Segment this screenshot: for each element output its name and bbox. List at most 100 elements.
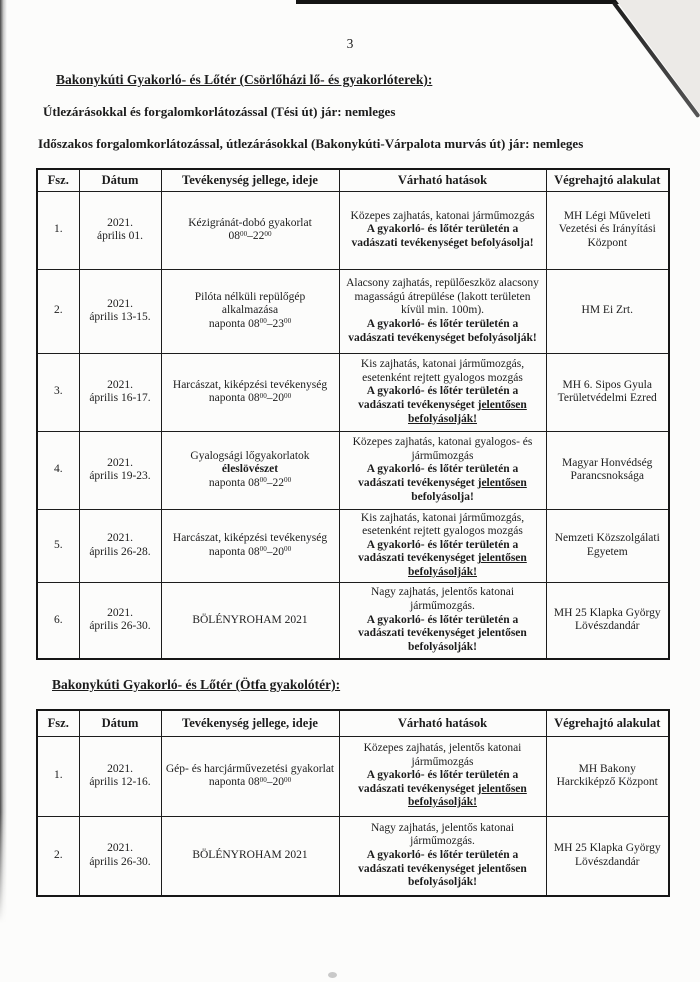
impact-warning: A gyakorló- és lőtér területén a vadásza… — [344, 223, 542, 250]
table-row: 6. 2021. április 26-30. BÖLÉNYROHAM 2021… — [36, 581, 670, 660]
activity-cell: Pilóta nélküli repülőgép alkalmazása nap… — [160, 268, 340, 354]
row-number-cell: 2. — [36, 815, 80, 897]
row-number: 1. — [53, 223, 63, 236]
schedule-table-otfa: Fsz. Dátum Tevékenység jellege, ideje Vá… — [36, 709, 670, 898]
unit-cell: MH 6. Sipos Gyula Területvédelmi Ezred — [545, 352, 670, 432]
header-datum: Dátum — [78, 709, 162, 737]
activity-time: naponta 0800–2300 — [166, 318, 335, 332]
impact-warning-text: A gyakorló- és lőtér területén a vadásza… — [348, 318, 537, 344]
row-number: 5. — [53, 538, 63, 551]
row-number: 2. — [53, 304, 63, 317]
time-text: naponta 08 — [208, 318, 260, 331]
unit-cell: MH 25 Klapka György Lövészdandár — [545, 581, 670, 660]
impact-warning: A gyakorló- és lőtér területén a vadásza… — [344, 318, 542, 345]
header-varhato-hatasok: Várható hatások — [338, 709, 547, 737]
time-text: –23 — [266, 318, 285, 331]
date-days: április 26-28. — [89, 545, 151, 558]
time-text: –22 — [247, 230, 265, 243]
time-superscript: 00 — [264, 229, 272, 238]
date-cell: 2021. április 19-23. — [78, 430, 162, 510]
impact-cell: Közepes zajhatás, katonai gyalogos- és j… — [338, 430, 547, 510]
impact-cell: Nagy zajhatás, jelentős katonai járműmoz… — [338, 581, 547, 660]
time-text: naponta 08 — [208, 477, 260, 490]
time-text: 08 — [228, 230, 241, 243]
activity-name: Gép- és harcjárművezetési gyakorlat — [165, 762, 335, 775]
activity-time: naponta 0800–2000 — [166, 776, 335, 790]
date-days: április 01. — [97, 230, 143, 243]
date-days: április 13-15. — [89, 311, 151, 324]
time-superscript: 00 — [284, 317, 292, 326]
impact-warning-underlined: jelentősen befolyásolják! — [408, 399, 527, 425]
header-vegrehajto: Végrehajtó alakulat — [545, 168, 670, 192]
activity-name: BÖLÉNYROHAM 2021 — [192, 849, 308, 862]
time-superscript: 00 — [284, 775, 292, 784]
impact-warning-text: A gyakorló- és lőtér területén a vadásza… — [358, 769, 519, 795]
row-number: 3. — [53, 385, 63, 398]
table-row: 3. 2021. április 16-17. Harcászat, kikép… — [36, 352, 670, 432]
date-year: 2021. — [107, 216, 133, 229]
unit-cell: MH 25 Klapka György Lövészdandár — [545, 815, 670, 897]
impact-description: Nagy zajhatás, jelentős katonai járműmoz… — [370, 586, 515, 612]
date-year: 2021. — [107, 842, 133, 855]
row-number: 6. — [53, 613, 63, 626]
time-superscript: 00 — [284, 391, 292, 400]
date-days: április 19-23. — [89, 470, 151, 483]
page-number: 3 — [346, 36, 354, 51]
impact-cell: Nagy zajhatás, jelentős katonai járműmoz… — [338, 815, 547, 897]
impact-description: Alacsony zajhatás, repülőeszköz alacsony… — [346, 277, 539, 317]
table-row: 1. 2021. április 12-16. Gép- és harcjárm… — [36, 735, 670, 817]
date-cell: 2021. április 26-28. — [78, 508, 162, 583]
table-header-row: Fsz. Dátum Tevékenység jellege, ideje Vá… — [36, 709, 670, 737]
date-days: április 26-30. — [89, 855, 151, 868]
impact-warning: A gyakorló- és lőtér területén a vadásza… — [344, 614, 542, 655]
header-fsz: Fsz. — [36, 168, 80, 192]
header-varhato-hatasok: Várható hatások — [338, 168, 547, 192]
row-number: 1. — [53, 769, 63, 782]
date-year: 2021. — [107, 297, 133, 310]
impact-cell: Kis zajhatás, katonai járműmozgás, esete… — [338, 508, 547, 583]
impact-description: Közepes zajhatás, jelentős katonai jármű… — [363, 742, 522, 768]
activity-cell: Harcászat, kiképzési tevékenység naponta… — [160, 352, 340, 432]
impact-warning-underlined: jelentősen befolyásolják! — [408, 552, 527, 578]
impact-warning: A gyakorló- és lőtér területén a vadásza… — [344, 463, 542, 504]
time-superscript: 00 — [284, 545, 292, 554]
table-row: 2. 2021. április 13-15. Pilóta nélküli r… — [36, 268, 670, 354]
table-row: 4. 2021. április 19-23. Gyalogsági lőgya… — [36, 430, 670, 510]
impact-warning-text: A gyakorló- és lőtér területén a vadásza… — [358, 538, 519, 565]
date-days: április 16-17. — [89, 392, 151, 405]
row-number-cell: 6. — [36, 581, 80, 660]
header-fsz: Fsz. — [36, 709, 80, 737]
time-superscript: 00 — [259, 476, 267, 485]
impact-warning: A gyakorló- és lőtér területén a vadásza… — [344, 385, 542, 426]
time-text: naponta 08 — [208, 545, 260, 558]
date-year: 2021. — [107, 762, 133, 775]
date-year: 2021. — [107, 378, 133, 391]
unit-cell: MH Légi Műveleti Vezetési és Irányítási … — [545, 190, 670, 270]
impact-warning: A gyakorló- és lőtér területén a vadásza… — [344, 849, 542, 890]
activity-cell: BÖLÉNYROHAM 2021 — [160, 581, 340, 660]
note-periodic-closure: Időszakos forgalomkorlátozással, útlezár… — [38, 136, 584, 151]
scan-artifact-left-edge — [0, 0, 7, 924]
page-corner-fold — [616, 0, 700, 114]
date-cell: 2021. április 26-30. — [78, 815, 162, 897]
time-text: –20 — [266, 545, 285, 558]
impact-warning-text: A gyakorló- és lőtér területén a vadásza… — [358, 613, 527, 653]
time-superscript: 00 — [259, 317, 267, 326]
time-text: naponta 08 — [208, 776, 260, 789]
unit-cell: Magyar Honvédség Parancsnoksága — [545, 430, 670, 510]
activity-cell: Gyalogsági lőgyakorlatok éleslövészet na… — [160, 430, 340, 510]
row-number: 2. — [53, 849, 63, 862]
activity-time: naponta 0800–2000 — [166, 392, 335, 406]
unit-cell: HM Ei Zrt. — [545, 268, 670, 354]
impact-cell: Kis zajhatás, katonai járműmozgás, esete… — [338, 352, 547, 432]
activity-time: naponta 0800–2000 — [166, 546, 335, 560]
unit-cell: MH Bakony Harckiképző Központ — [545, 735, 670, 817]
activity-name: Pilóta nélküli repülőgép alkalmazása — [194, 290, 306, 317]
activity-name: BÖLÉNYROHAM 2021 — [192, 613, 308, 626]
date-year: 2021. — [107, 456, 133, 469]
impact-warning-text: A gyakorló- és lőtér területén a vadásza… — [358, 385, 519, 412]
section-heading-csorlohazi: Bakonykúti Gyakorló- és Lőtér (Csörlőház… — [56, 72, 433, 87]
date-cell: 2021. április 12-16. — [78, 735, 162, 817]
table-row: 1. 2021. április 01. Kézigránát-dobó gya… — [36, 190, 670, 270]
